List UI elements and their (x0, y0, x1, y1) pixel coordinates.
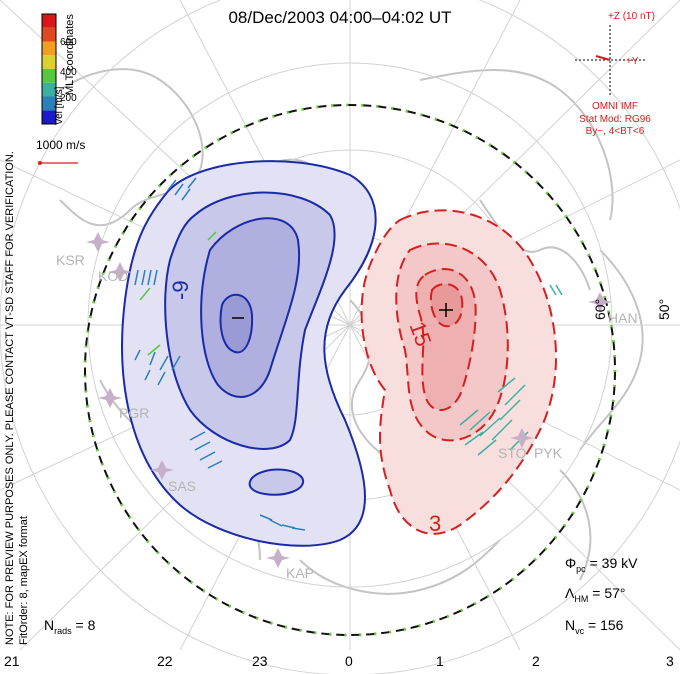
n-rads-readout: Nrads = 8 (44, 617, 95, 636)
colorbar-segment (42, 110, 56, 124)
phi-pc-symbol: Φpc = (565, 555, 602, 574)
preview-note: NOTE: FOR PREVIEW PURPOSES ONLY. PLEASE … (4, 151, 16, 645)
velocity-vectors (134, 177, 563, 531)
imf-vector (595, 55, 611, 61)
stat-model: Stat Mod: RG96 (579, 114, 651, 125)
mlt-tick-0: 0 (345, 653, 353, 669)
boundary-green-marks (83, 103, 617, 637)
colorbar-segment (42, 14, 56, 28)
colorbar-segment (42, 27, 56, 42)
imf-z-label: +Z (10 nT) (608, 11, 655, 22)
station-label-pgr: PGR (119, 405, 150, 421)
positive-cell (360, 209, 558, 535)
station-label-sto: STO (498, 445, 527, 461)
station-label-kap: KAP (286, 565, 315, 581)
station-label-sas: SAS (168, 478, 197, 494)
fit-order-note: FitOrder: 8, mapEX format (18, 516, 30, 645)
mlt-tick-21: 21 (4, 653, 20, 669)
colorbar-tick-200: 200 (60, 93, 77, 104)
reference-vector-label: 1000 m/s (36, 138, 86, 152)
n-vc-value: 156 (600, 617, 624, 633)
mlt-tick-1: 1 (436, 653, 444, 669)
n-rads-symbol: Nrads = (44, 617, 88, 636)
mlt-tick-22: 22 (157, 653, 173, 669)
velocity-color-bar (41, 13, 57, 125)
mlt-tick-2: 2 (532, 653, 540, 669)
station-label-han: HAN (608, 310, 638, 326)
n-vc-readout: Nvc = 156 (565, 617, 623, 636)
negative-cell (121, 160, 377, 547)
contour-label-neg: -9 (168, 280, 193, 300)
lambda-hm-symbol: ΛHM = (565, 585, 605, 604)
imf-y-label: +Y (626, 56, 639, 67)
latitude-label-60: 60° (592, 298, 608, 320)
station-label-pyk: PYK (534, 445, 563, 461)
n-rads-value: 8 (87, 617, 96, 633)
contour-label-pos-outer: 3 (429, 511, 442, 536)
colorbar-segment (42, 69, 56, 83)
n-vc-symbol: Nvc = (565, 617, 601, 636)
lambda-hm-value: 57° (604, 585, 626, 601)
station-label-kod: KOD (98, 268, 129, 284)
station-label-ksr: KSR (56, 252, 85, 268)
colorbar-segment (42, 41, 56, 56)
latitude-label-50: 50° (656, 298, 672, 320)
imf-source: OMNI IMF (591, 101, 639, 112)
colorbar-segment (42, 82, 56, 97)
map-title: 08/Dec/2003 04:00–04:02 UT (228, 8, 452, 27)
colorbar-segment (42, 55, 56, 69)
station-markers (86, 232, 612, 568)
colorbar-segment (42, 96, 56, 111)
phi-pc-value: 39 kV (601, 555, 638, 571)
imf-condition: By−, 4<BT<6 (585, 126, 645, 137)
reference-vector-dot (38, 161, 42, 165)
mlt-coordinates-label: MLT coordinates (64, 14, 76, 95)
mlt-tick-23: 23 (252, 653, 268, 669)
colorbar-frame (41, 13, 57, 125)
lambda-hm-readout: ΛHM = 57° (565, 585, 626, 604)
mlt-tick-3: 3 (666, 653, 674, 669)
colorbar-tick-600: 600 (60, 37, 77, 48)
colorbar-tick-400: 400 (60, 67, 77, 78)
phi-pc-readout: Φpc = 39 kV (565, 555, 637, 574)
